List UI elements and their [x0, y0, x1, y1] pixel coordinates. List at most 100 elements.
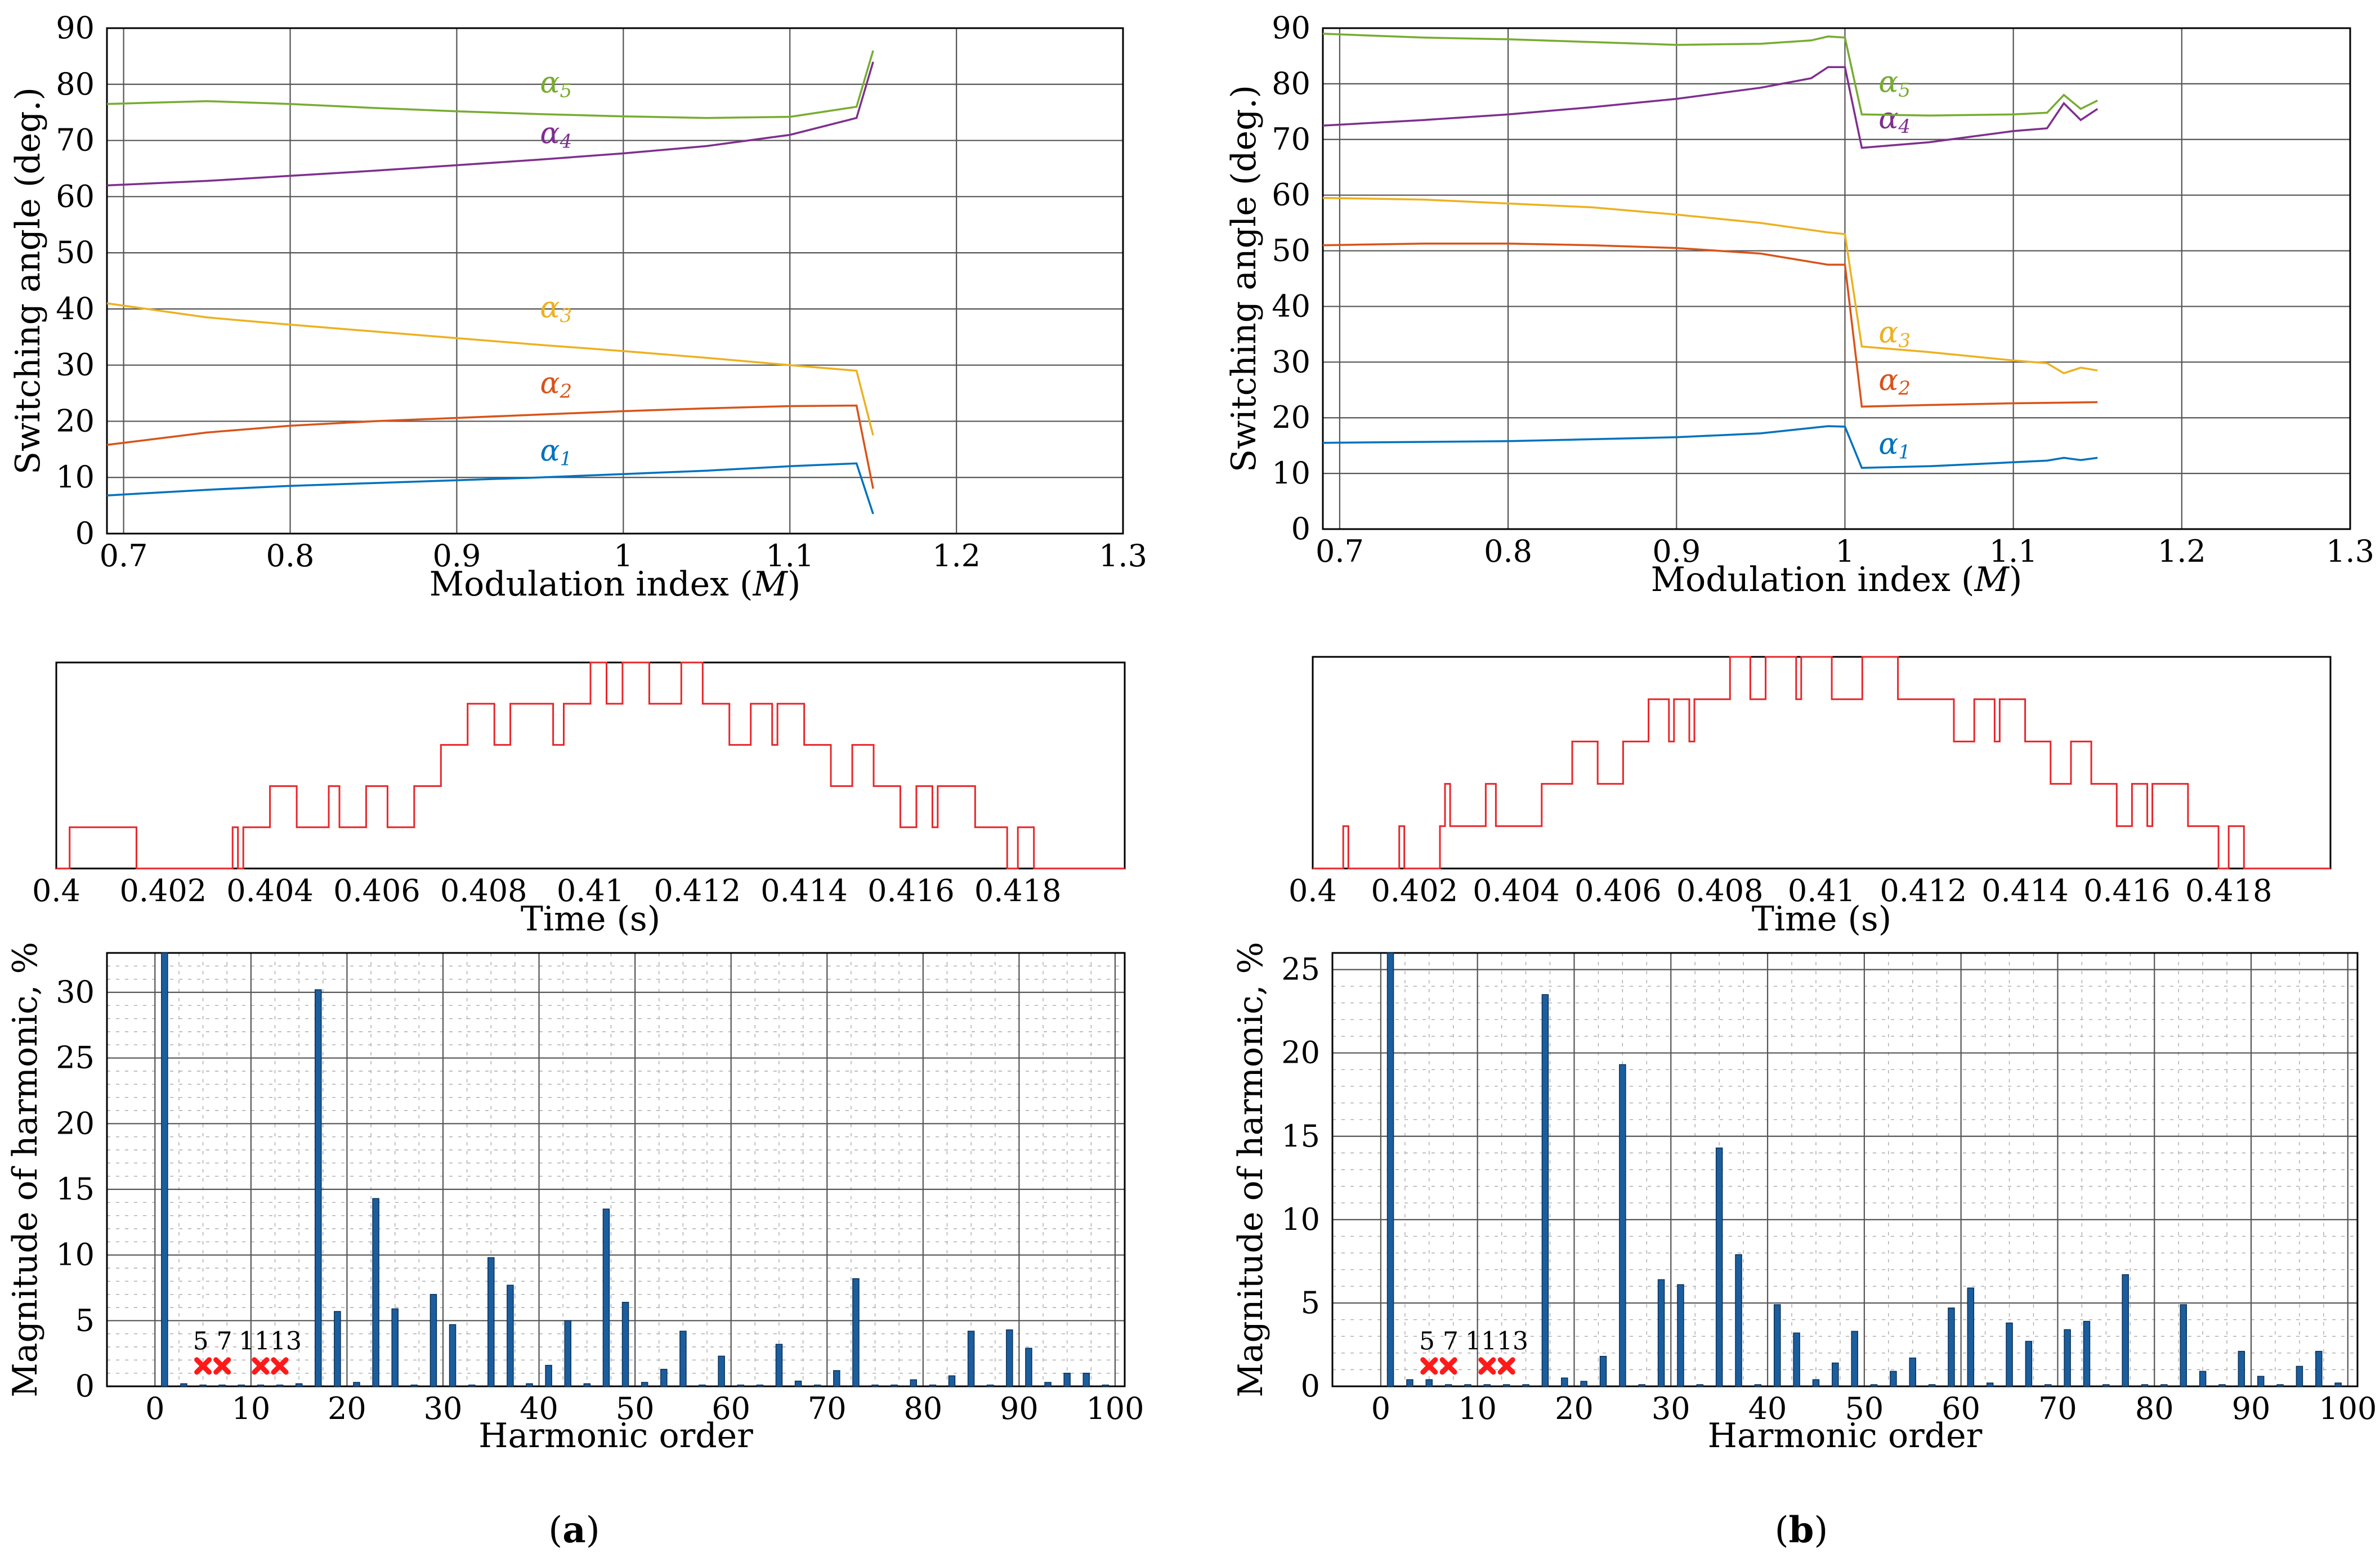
harmonic-bar: [161, 952, 168, 1387]
harmonic-bar: [507, 1284, 514, 1387]
y-axis-label: Switching angle (deg.): [1224, 85, 1264, 472]
eliminated-label-11-13: 1113: [1465, 1327, 1528, 1356]
y-tick-label: 40: [1272, 288, 1310, 324]
x-tick-label: 0.7: [100, 538, 148, 574]
harmonic-spectrum-chart-a: 5 7 1113 0 10 20 30 40 50 60 70 80 90 100 0 5 10 15 20 25 3…: [6, 942, 1144, 1456]
x-tick-label: 0.7: [1316, 534, 1364, 569]
harmonic-bar: [775, 1344, 783, 1387]
series-line-alpha5: [106, 50, 874, 119]
harmonic-bar: [1464, 1384, 1471, 1387]
x-tick-label: 0.4: [32, 873, 80, 908]
harmonic-bar: [737, 1384, 744, 1387]
series-label-subscript: 4: [559, 131, 572, 153]
series-label-alpha4: α4: [1878, 102, 1911, 138]
y-tick-label: 15: [56, 1171, 95, 1207]
y-tick-label: 70: [56, 123, 95, 158]
x-tick-label: 20: [328, 1391, 366, 1426]
harmonic-bar: [2315, 1351, 2323, 1387]
x-tick-label: 1.2: [2158, 534, 2206, 569]
y-tick-label: 30: [1272, 344, 1310, 379]
series-label-alpha4: α4: [540, 117, 572, 153]
harmonic-bar: [238, 1384, 245, 1387]
harmonic-bar: [487, 1257, 495, 1387]
harmonic-bar: [621, 1301, 629, 1387]
harmonic-bar: [2276, 1384, 2284, 1387]
y-tick-label: 90: [1272, 10, 1310, 46]
x-axis-label: Time (s): [521, 899, 660, 939]
x-axis-label: Modulation index (M): [1651, 560, 2023, 599]
y-tick-label: 80: [1272, 66, 1310, 101]
series-label-subscript: 4: [1898, 115, 1911, 138]
series-label-subscript: 1: [1898, 441, 1911, 464]
x-tick-label: 50: [616, 1391, 655, 1426]
x-tick-label: 0.41: [1788, 873, 1855, 908]
y-tick-label: 20: [56, 403, 95, 438]
x-tick-label: 50: [1845, 1391, 1884, 1426]
harmonic-bar: [813, 1384, 821, 1387]
eliminated-harmonic-marker: [1478, 1357, 1496, 1375]
harmonic-bar: [526, 1383, 533, 1387]
harmonic-bar: [910, 1379, 918, 1387]
harmonic-bar: [295, 1383, 303, 1387]
x-tick-label: 30: [424, 1391, 463, 1426]
harmonic-spectrum-chart-b: 5 7 1113 0 10 20 30 40 50 60 70 80 90 100 0 5 10 15 20 25 H…: [1231, 942, 2377, 1456]
harmonic-bar: [2064, 1329, 2071, 1387]
eliminated-harmonic-marker: [1497, 1357, 1515, 1375]
x-tick-label: 0: [1371, 1391, 1390, 1426]
eliminated-harmonic-marker: [1420, 1357, 1438, 1375]
x-axis-label: Time (s): [1752, 899, 1891, 939]
series-label-symbol: α: [540, 434, 560, 468]
y-tick-label: 60: [1272, 177, 1310, 213]
x-tick-label: 30: [1652, 1391, 1690, 1426]
harmonic-bar: [545, 1364, 552, 1387]
x-axis-label: Harmonic order: [1708, 1416, 1983, 1456]
y-tick-label: 10: [1272, 455, 1310, 491]
x-axis-label: Modulation index (M): [430, 565, 801, 604]
series-label-symbol: α: [1878, 66, 1898, 100]
x-tick-label: 0.416: [2083, 873, 2171, 908]
series-line-alpha1: [1322, 425, 2098, 469]
output-waveform-chart-a: 0.4 0.402 0.404 0.406 0.408 0.41 0.412 0.414 0.4…: [32, 661, 1126, 939]
x-tick-label: 0.408: [1676, 873, 1764, 908]
harmonic-bar: [314, 989, 322, 1387]
harmonic-bar: [1541, 994, 1549, 1387]
series-label-symbol: α: [540, 117, 560, 151]
x-axis-label-text: Modulation index (: [430, 565, 753, 604]
y-tick-label: 5: [1301, 1285, 1320, 1320]
x-tick-label: 40: [520, 1391, 558, 1426]
harmonic-bar: [2160, 1384, 2168, 1387]
eliminated-harmonic-marker: [194, 1357, 212, 1375]
plot-frame: [1331, 952, 2359, 1387]
series-label-symbol: α: [1878, 428, 1898, 462]
harmonic-bar: [2199, 1371, 2207, 1387]
harmonic-bar: [2257, 1376, 2265, 1387]
harmonic-bar: [2334, 1382, 2342, 1387]
harmonic-bar: [871, 1384, 879, 1387]
harmonic-bar: [1522, 1384, 1529, 1387]
series-label-symbol: α: [1878, 364, 1898, 397]
harmonic-bar: [2180, 1304, 2187, 1387]
harmonic-bar: [2006, 1322, 2013, 1387]
x-tick-label: 40: [1748, 1391, 1787, 1426]
harmonic-bar: [218, 1384, 226, 1387]
harmonic-bar: [1580, 1381, 1587, 1387]
y-tick-label: 0: [1301, 1368, 1320, 1404]
harmonic-bar: [699, 1384, 706, 1387]
x-tick-label: 90: [1000, 1391, 1039, 1426]
harmonic-bar: [257, 1384, 265, 1387]
series-line-alpha4: [1322, 66, 2099, 149]
y-tick-label: 60: [56, 178, 95, 214]
y-tick-label: 10: [56, 1237, 95, 1273]
harmonic-bar: [2083, 1320, 2091, 1387]
harmonic-bar: [1870, 1384, 1878, 1387]
harmonic-bar: [1025, 1347, 1032, 1387]
harmonic-bar: [1006, 1329, 1013, 1387]
x-axis-label-symbol: M: [1974, 560, 2010, 599]
series-label-symbol: α: [540, 66, 560, 100]
harmonic-bar: [756, 1384, 764, 1387]
x-tick-label: 0.418: [974, 873, 1062, 908]
harmonic-bar: [2238, 1351, 2245, 1387]
cross-stroke: [252, 1357, 270, 1375]
